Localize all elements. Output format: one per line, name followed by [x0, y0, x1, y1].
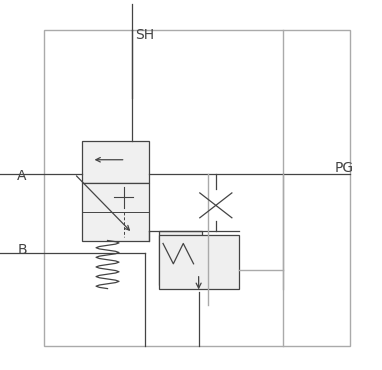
- Bar: [44, 30, 350, 346]
- Bar: [82, 183, 149, 240]
- Text: SH: SH: [136, 28, 155, 42]
- Text: B: B: [17, 243, 27, 257]
- Text: PG: PG: [334, 161, 353, 175]
- Bar: [159, 231, 202, 285]
- Bar: [159, 235, 239, 289]
- Bar: [82, 141, 149, 183]
- Text: A: A: [17, 169, 27, 183]
